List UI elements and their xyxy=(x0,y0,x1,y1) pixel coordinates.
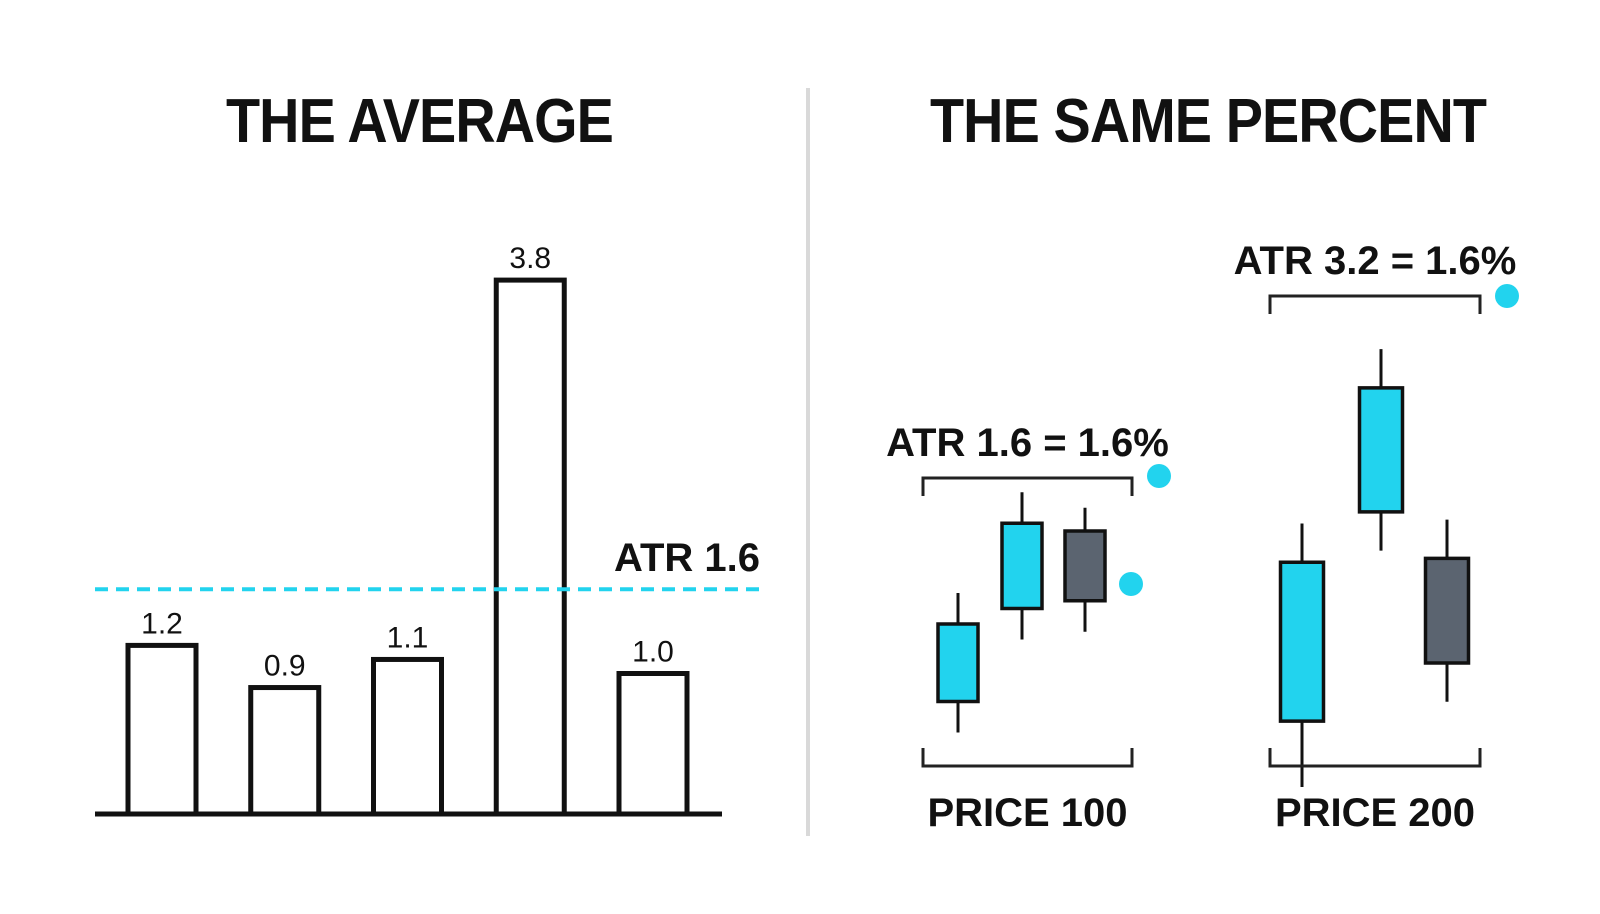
accent-dot-2-1 xyxy=(1495,284,1519,308)
atr-bracket-2 xyxy=(1268,294,1482,314)
bar-value-label-5: 1.0 xyxy=(632,636,674,669)
accent-dot-1-1 xyxy=(1147,464,1171,488)
atr-reference-label: ATR 1.6 xyxy=(614,536,760,580)
bar-5 xyxy=(616,671,690,817)
bar-value-label-4: 3.8 xyxy=(509,242,551,275)
candle-body-2-2 xyxy=(1357,386,1405,514)
price-label-group-1: PRICE 100 xyxy=(927,791,1127,835)
candle-body-2-3 xyxy=(1423,556,1471,665)
bar-2 xyxy=(248,685,322,817)
atr-bracket-1 xyxy=(921,476,1134,496)
atr-label-group-2: ATR 3.2 = 1.6% xyxy=(1234,239,1517,283)
price-bracket-2 xyxy=(1268,748,1482,768)
candle-body-1-3 xyxy=(1063,529,1107,603)
price-bracket-1 xyxy=(921,748,1134,768)
atr-label-group-1: ATR 1.6 = 1.6% xyxy=(886,421,1169,465)
bar-4 xyxy=(493,277,567,817)
bar-value-label-3: 1.1 xyxy=(387,621,429,654)
panel-divider xyxy=(806,88,810,836)
price-label-group-2: PRICE 200 xyxy=(1275,791,1475,835)
candle-body-1-2 xyxy=(1000,521,1044,611)
chart-title-same-percent: THE SAME PERCENT xyxy=(930,87,1487,156)
bar-value-label-1: 1.2 xyxy=(141,607,183,640)
bar-3 xyxy=(371,656,444,817)
candle-body-2-1 xyxy=(1278,560,1326,723)
bar-1 xyxy=(125,642,199,817)
candle-body-1-1 xyxy=(936,622,980,704)
bar-value-label-2: 0.9 xyxy=(264,650,306,683)
accent-dot-1-2 xyxy=(1119,572,1143,596)
chart-title-average: THE AVERAGE xyxy=(226,87,614,156)
